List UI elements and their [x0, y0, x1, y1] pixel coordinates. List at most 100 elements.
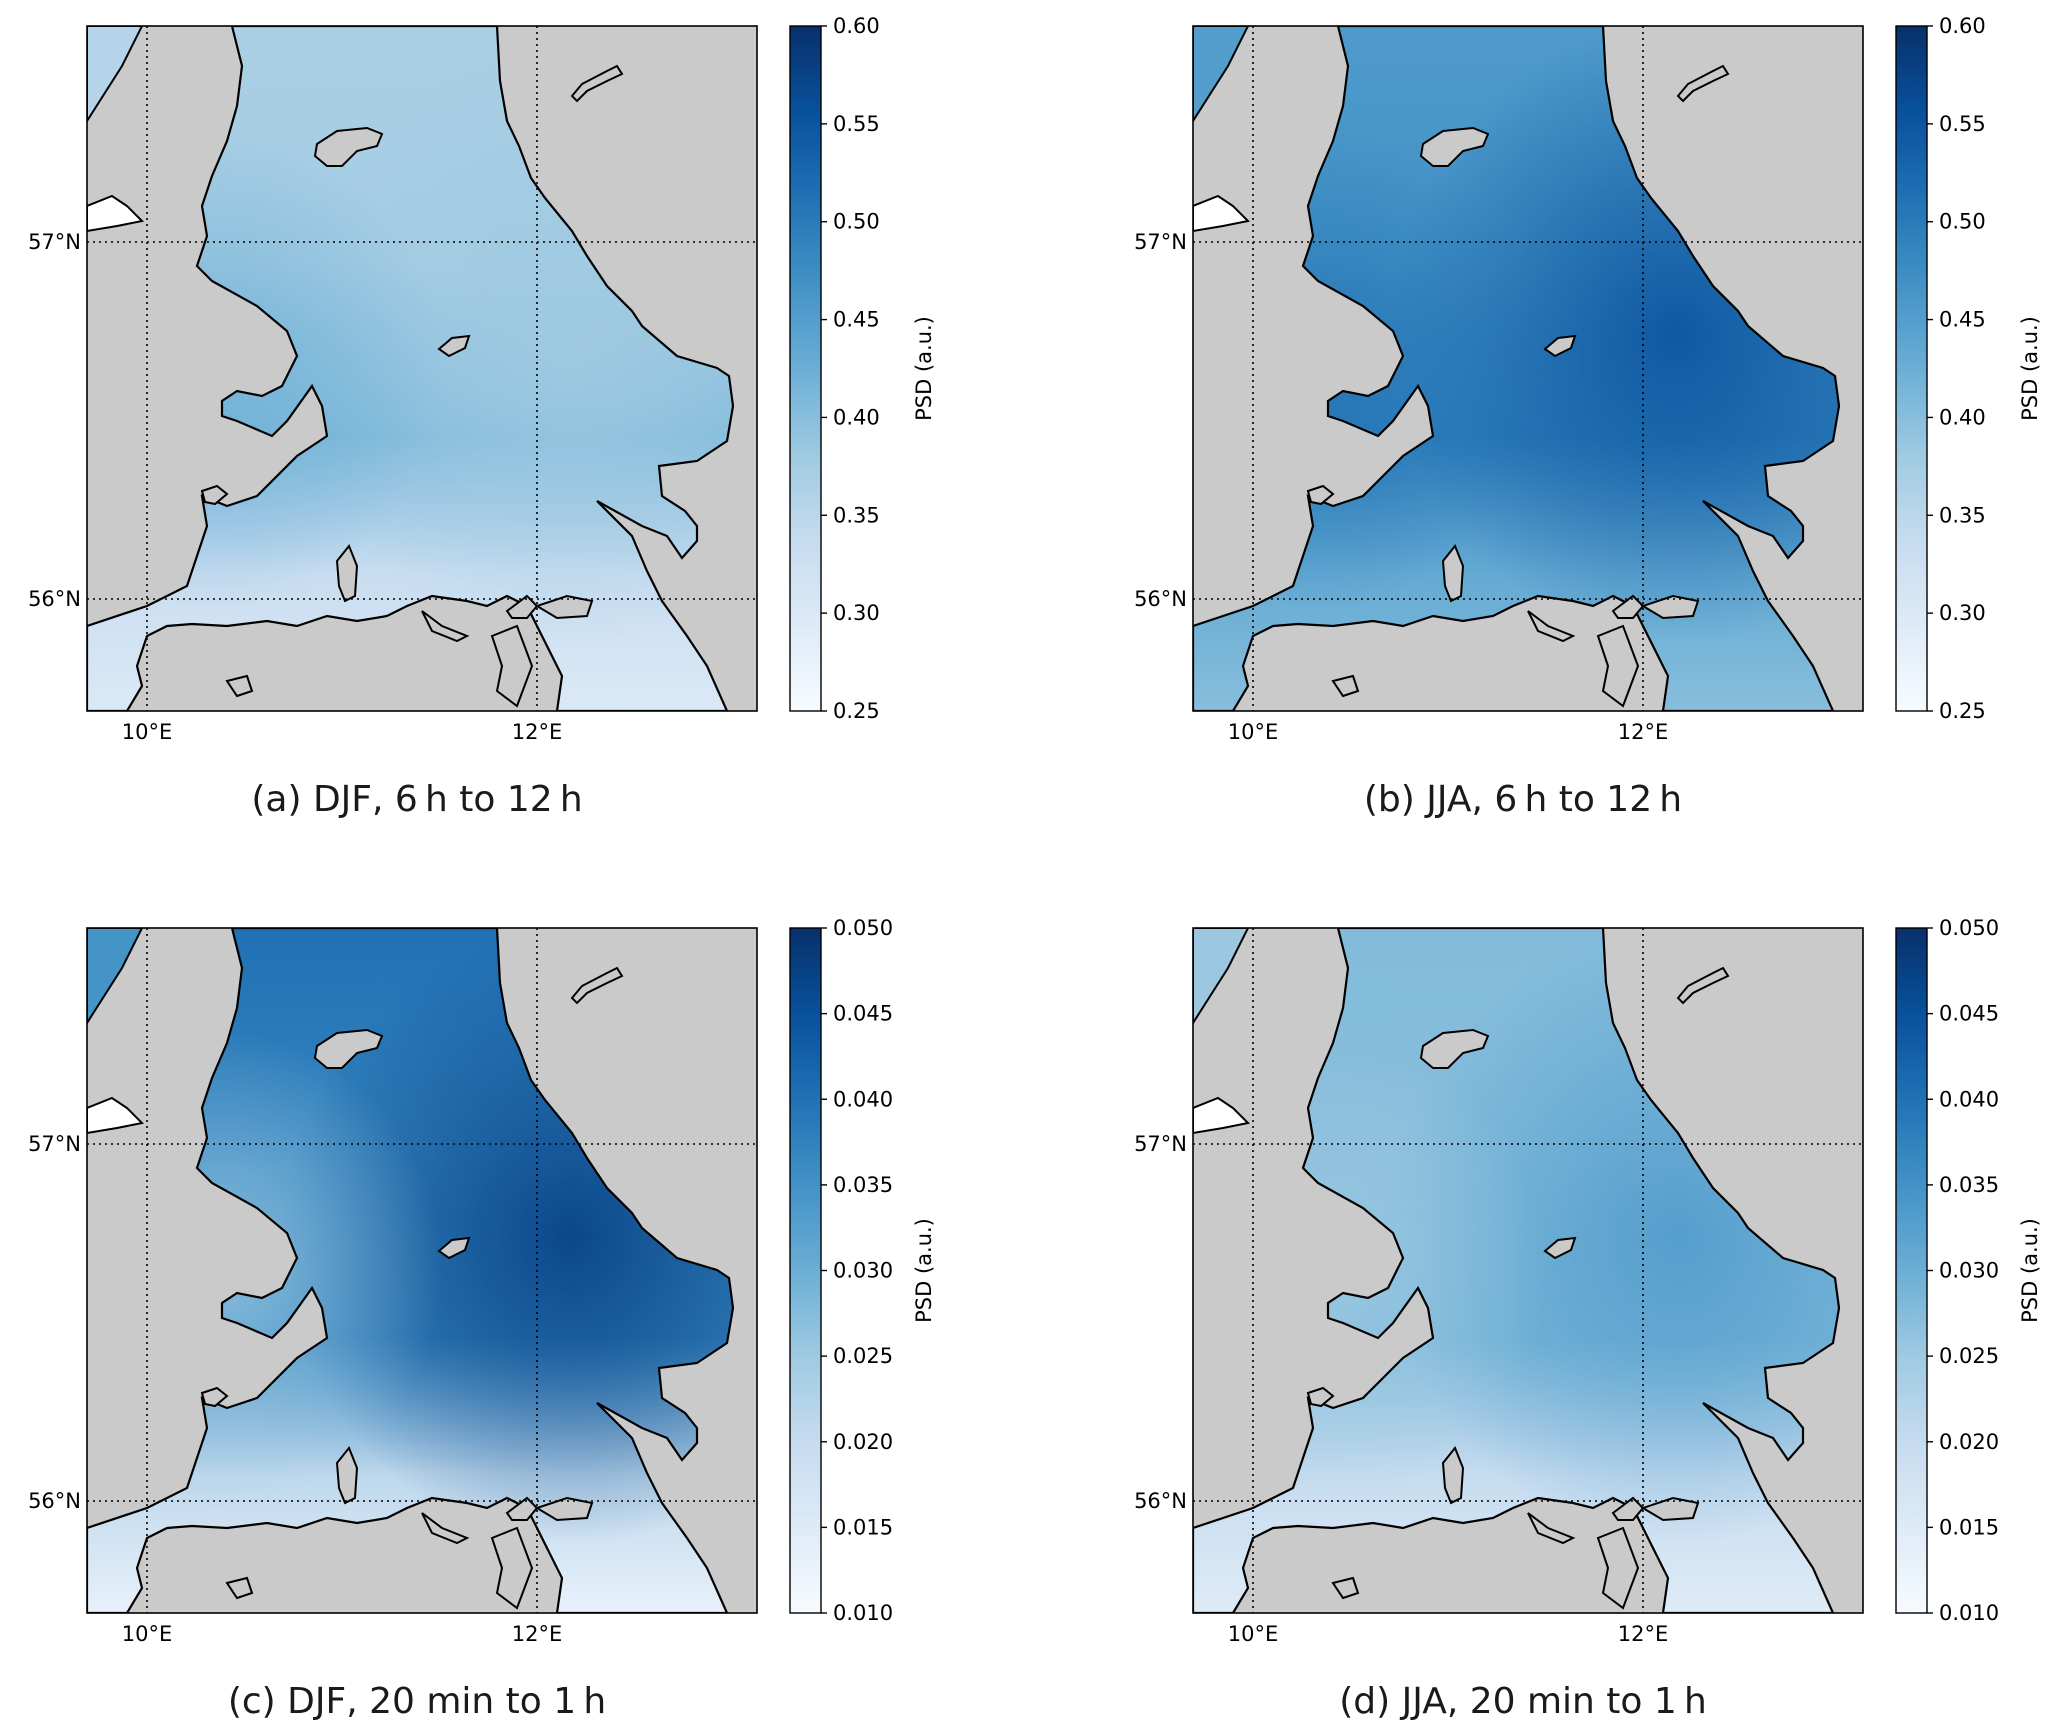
sea-field-west: [87, 928, 733, 1613]
lat-tick-label: 56°N: [1134, 1489, 1187, 1513]
island: [534, 1496, 594, 1522]
island: [1676, 966, 1730, 1005]
island: [421, 1512, 470, 1545]
coastline: [87, 26, 735, 711]
colorbar-tick-label: 0.60: [833, 14, 880, 38]
colorbar-tick-label: 0.25: [833, 699, 880, 723]
lon-tick-label: 10°E: [122, 720, 173, 744]
lon-tick-label: 12°E: [512, 720, 563, 744]
map-area: [1193, 26, 1863, 711]
panels: 10°E 12°E 57°N 56°N 0.25 0.30 0.35 0.40 0.45 0.50…: [28, 14, 2042, 1722]
panel-c: 10°E 12°E 57°N 56°N 0.010 0.015 0.020 0.025 0.03…: [28, 916, 936, 1722]
colorbar-tick-label: 0.045: [833, 1002, 893, 1026]
inlet: [87, 1096, 145, 1135]
colorbar-tick-label: 0.020: [833, 1430, 893, 1454]
colorbar-bar: [789, 927, 822, 1614]
colorbar-tick-label: 0.030: [1939, 1259, 1999, 1283]
island: [225, 674, 254, 698]
map-frame: [86, 25, 758, 712]
island: [313, 1028, 384, 1069]
colorbar-tick-label: 0.020: [1939, 1430, 1999, 1454]
island: [200, 484, 229, 506]
island: [570, 64, 624, 103]
colorbar-bar: [1895, 927, 1928, 1614]
colorbar-tick-label: 0.040: [1939, 1087, 1999, 1111]
island: [1596, 1526, 1640, 1610]
lon-tick-label: 12°E: [1618, 1622, 1669, 1646]
island: [1306, 1386, 1335, 1408]
lat-tick-label: 56°N: [28, 587, 81, 611]
sea-field-west: [87, 26, 733, 711]
corner-sea: [87, 928, 144, 1025]
panel-caption: (b) JJA, 6 h to 12 h: [1364, 779, 1682, 820]
island: [1306, 484, 1335, 506]
panel-caption: (d) JJA, 20 min to 1 h: [1339, 1681, 1707, 1722]
lon-tick-label: 12°E: [1618, 720, 1669, 744]
colorbar-tick-label: 0.55: [833, 112, 880, 136]
inlet: [1193, 1096, 1251, 1135]
colorbar-tick-label: 0.010: [833, 1601, 893, 1625]
island: [1441, 1446, 1465, 1505]
lon-tick-label: 12°E: [512, 1622, 563, 1646]
colorbar-tick-label: 0.015: [1939, 1515, 1999, 1539]
island: [1419, 1028, 1490, 1069]
colorbar-tick-label: 0.025: [833, 1344, 893, 1368]
corner-sea: [87, 26, 144, 123]
colorbar-tick-label: 0.45: [833, 308, 880, 332]
map-area: [87, 928, 757, 1613]
colorbar-label: PSD (a.u.): [912, 316, 936, 421]
colorbar-tick-label: 0.50: [1939, 210, 1986, 234]
panel-caption: (c) DJF, 20 min to 1 h: [228, 1681, 606, 1722]
island: [437, 1236, 471, 1260]
panel-a: 10°E 12°E 57°N 56°N 0.25 0.30 0.35 0.40 0.45 0.50…: [28, 14, 936, 820]
lon-tick-label: 10°E: [122, 1622, 173, 1646]
island: [1527, 1512, 1576, 1545]
colorbar-tick-label: 0.30: [833, 601, 880, 625]
colorbar: 0.25 0.30 0.35 0.40 0.45 0.50 0.55 0.60 PSD (a.u…: [789, 14, 936, 723]
colorbar-tick-label: 0.35: [1939, 503, 1986, 527]
colorbar-tick-label: 0.030: [833, 1259, 893, 1283]
island: [335, 1446, 359, 1505]
island: [1543, 1236, 1577, 1260]
panel-caption: (a) DJF, 6 h to 12 h: [251, 779, 582, 820]
colorbar-tick-label: 0.025: [1939, 1344, 1999, 1368]
island: [505, 1496, 539, 1521]
island: [313, 126, 384, 167]
colorbar-bar: [789, 25, 822, 712]
island: [225, 1576, 254, 1600]
colorbar-tick-label: 0.40: [833, 405, 880, 429]
island: [1596, 624, 1640, 708]
island: [200, 1386, 229, 1408]
coastline: [1193, 26, 1841, 711]
island: [505, 594, 539, 619]
island: [1331, 674, 1360, 698]
island: [490, 1526, 534, 1610]
inlet: [1193, 194, 1251, 233]
corner-sea: [1193, 26, 1250, 123]
colorbar-tick-label: 0.40: [1939, 405, 1986, 429]
map-frame: [1192, 25, 1864, 712]
map-frame: [1192, 927, 1864, 1614]
colorbar-tick-label: 0.010: [1939, 1601, 1999, 1625]
colorbar-tick-label: 0.30: [1939, 601, 1986, 625]
lat-tick-label: 56°N: [28, 1489, 81, 1513]
colorbar: 0.010 0.015 0.020 0.025 0.030 0.035 0.040 0.045…: [1895, 916, 2042, 1625]
lon-tick-label: 10°E: [1228, 720, 1279, 744]
island: [421, 610, 470, 643]
colorbar-label: PSD (a.u.): [2018, 1218, 2042, 1323]
colorbar: 0.25 0.30 0.35 0.40 0.45 0.50 0.55 0.60 PSD (a.u…: [1895, 14, 2042, 723]
colorbar-label: PSD (a.u.): [2018, 316, 2042, 421]
colorbar: 0.010 0.015 0.020 0.025 0.030 0.035 0.040 0.045…: [789, 916, 936, 1625]
island: [1676, 64, 1730, 103]
lat-tick-label: 57°N: [1134, 230, 1187, 254]
map-area: [87, 26, 757, 711]
colorbar-tick-label: 0.25: [1939, 699, 1986, 723]
lat-tick-label: 56°N: [1134, 587, 1187, 611]
panel-d: 10°E 12°E 57°N 56°N 0.010 0.015 0.020 0.025 0.03…: [1134, 916, 2042, 1722]
island: [1543, 334, 1577, 358]
island: [335, 544, 359, 603]
island: [1640, 594, 1700, 620]
lat-tick-label: 57°N: [1134, 1132, 1187, 1156]
sea-field-west: [1193, 26, 1839, 711]
island: [1640, 1496, 1700, 1522]
